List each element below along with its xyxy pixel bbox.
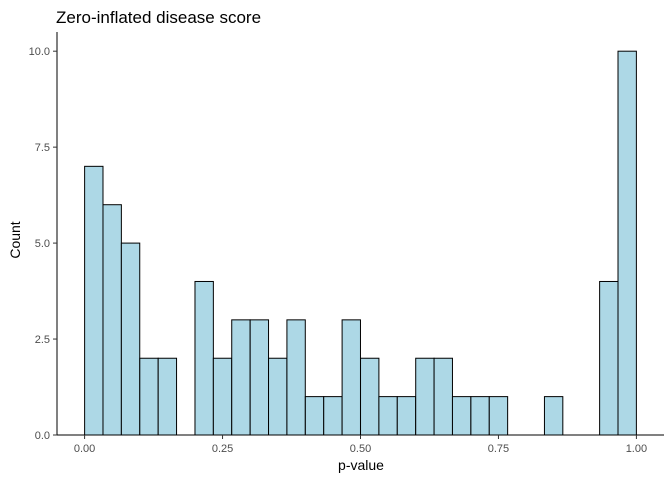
- histogram-bar: [304, 396, 325, 436]
- histogram-bar: [599, 280, 619, 436]
- histogram-bar: [396, 396, 417, 436]
- histogram-bar: [286, 319, 306, 436]
- histogram-bar: [341, 319, 361, 436]
- x-tick-label: 0.00: [74, 443, 95, 455]
- histogram-bar: [139, 357, 159, 436]
- histogram-bar: [433, 357, 453, 436]
- histogram-bar: [415, 357, 435, 436]
- y-tick-label: 0.0: [35, 430, 50, 442]
- histogram-bar: [249, 319, 270, 436]
- x-tick-label: 0.25: [212, 443, 233, 455]
- histogram-bar: [470, 396, 490, 436]
- x-axis: 0.00 0.25 0.50 0.75 1.00: [57, 434, 664, 455]
- y-axis: 0.0 2.5 5.0 7.5 10.0: [29, 32, 58, 442]
- histogram-bar: [120, 242, 141, 436]
- x-tick-label: 0.50: [350, 443, 371, 455]
- y-tick-label: 2.5: [35, 334, 50, 346]
- y-tick-label: 7.5: [35, 142, 50, 154]
- chart-title: Zero-inflated disease score: [56, 8, 261, 27]
- histogram-bar: [84, 165, 104, 436]
- histogram-bar: [360, 357, 380, 436]
- y-axis-title: Count: [7, 221, 23, 258]
- histogram-bar: [194, 280, 214, 436]
- bars-group: [84, 50, 637, 436]
- histogram-bar: [212, 357, 233, 436]
- histogram-bar: [488, 396, 509, 436]
- histogram-bar: [102, 204, 122, 436]
- x-tick-label: 0.75: [488, 443, 509, 455]
- histogram-bar: [451, 396, 472, 436]
- x-axis-title: p-value: [338, 457, 384, 473]
- histogram-bar: [268, 357, 288, 436]
- histogram-bar: [543, 396, 564, 436]
- y-tick-label: 5.0: [35, 238, 50, 250]
- histogram-bar: [323, 396, 343, 436]
- y-tick-label: 10.0: [29, 46, 50, 58]
- histogram-bar: [157, 357, 178, 436]
- histogram-bar: [231, 319, 251, 436]
- histogram-bar: [617, 50, 637, 436]
- x-tick-label: 1.00: [626, 443, 647, 455]
- histogram-bar: [378, 396, 398, 436]
